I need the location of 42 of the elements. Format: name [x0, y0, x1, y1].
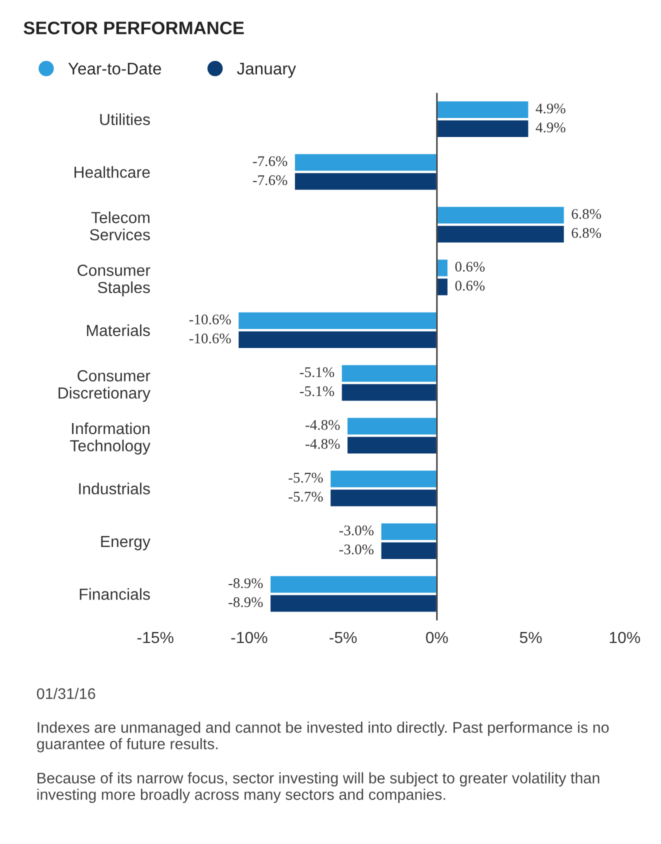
- data-label: -10.6%: [189, 334, 231, 344]
- y-tick-label: Telecom Services: [90, 211, 150, 240]
- y-tick-label: Consumer Discretionary: [58, 370, 150, 402]
- data-label: -5.1%: [300, 386, 334, 396]
- x-tick-label: -10%: [231, 632, 268, 644]
- x-tick-label: 5%: [520, 632, 542, 644]
- data-label: -7.6%: [252, 175, 288, 186]
- data-label: 6.8%: [572, 228, 602, 238]
- y-tick-label: Utilities: [100, 113, 150, 126]
- x-tick-label: -15%: [137, 632, 174, 644]
- data-label: -5.7%: [288, 472, 323, 483]
- data-label: -8.9%: [228, 597, 263, 608]
- data-label: -4.8%: [306, 420, 340, 430]
- text: Because of its narrow focus, sector investing will be subject to greater volatility than investing more broadly across many sectors and companies.: [37, 772, 600, 803]
- x-tick-label: 0%: [426, 632, 448, 644]
- data-label: 4.9%: [536, 104, 566, 114]
- data-label: -10.6%: [189, 314, 231, 324]
- y-tick-label: Healthcare: [74, 166, 150, 178]
- y-tick-label: Industrials: [79, 482, 150, 494]
- y-tick-label: Financials: [80, 588, 150, 600]
- legend-label: Year-to-Date: [68, 62, 162, 75]
- text: Indexes are unmanaged and cannot be invested into directly. Past performance is no guarantee of future results.: [36, 722, 609, 752]
- y-tick-label: Materials: [86, 324, 150, 336]
- y-tick-label: Energy: [101, 536, 150, 550]
- y-tick-label: Information Technology: [70, 422, 150, 455]
- data-label: 6.8%: [572, 209, 602, 219]
- data-label: -5.7%: [288, 492, 323, 502]
- text: 01/31/16: [36, 688, 96, 700]
- data-label: 4.9%: [536, 122, 566, 132]
- data-label: -3.0%: [339, 544, 374, 554]
- x-tick-label: -5%: [330, 632, 357, 644]
- data-label: -8.9%: [228, 578, 263, 588]
- chart-title: SECTOR PERFORMANCE: [24, 22, 244, 34]
- legend-label: January: [237, 62, 296, 78]
- data-label: 0.6%: [455, 280, 485, 291]
- data-label: -5.1%: [300, 367, 334, 378]
- data-label: 0.6%: [455, 262, 485, 272]
- data-label: -4.8%: [306, 439, 340, 449]
- y-tick-label: Consumer Staples: [78, 264, 150, 296]
- data-label: -3.0%: [339, 526, 374, 536]
- x-tick-label: 10%: [610, 632, 640, 644]
- data-label: -7.6%: [252, 156, 288, 166]
